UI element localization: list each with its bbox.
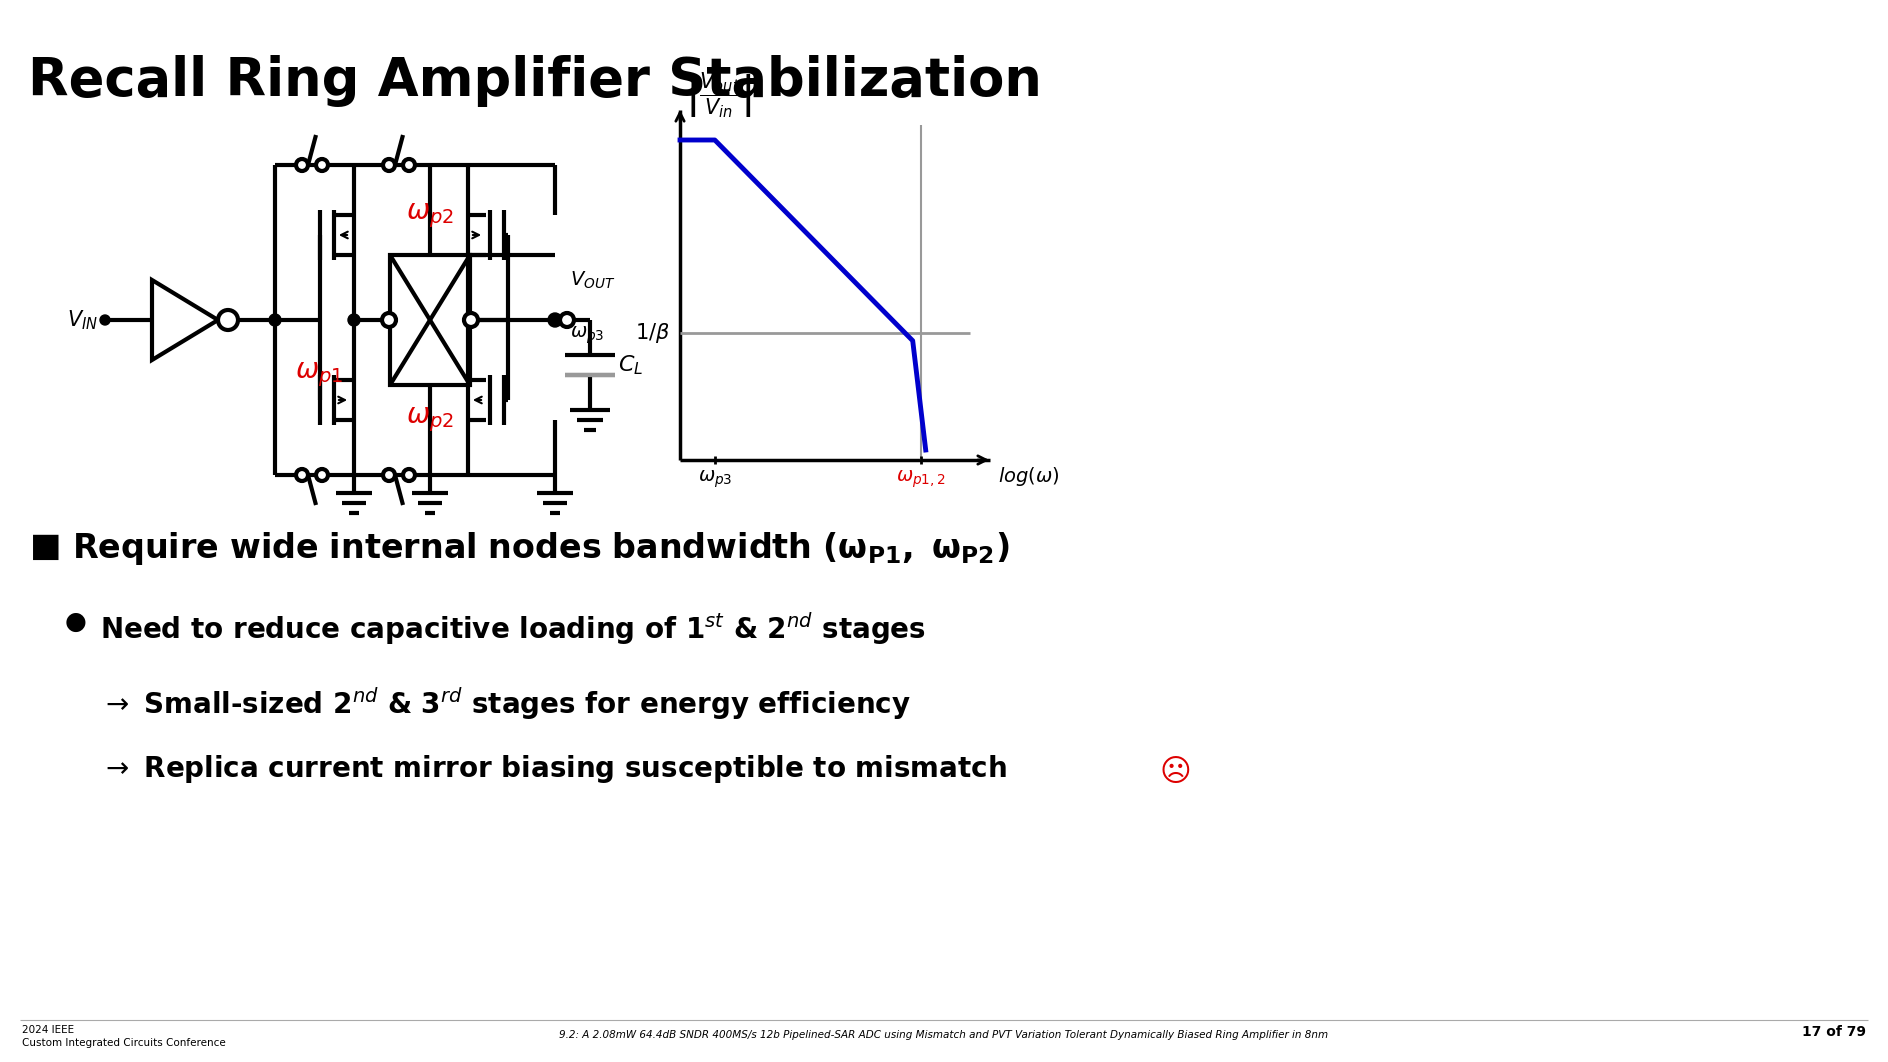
Circle shape [315, 159, 329, 171]
Text: $\rightarrow$ Small-sized 2$^{nd}$ & 3$^{rd}$ stages for energy efficiency: $\rightarrow$ Small-sized 2$^{nd}$ & 3$^… [100, 685, 910, 721]
Text: Need to reduce capacitive loading of 1$^{st}$ & 2$^{nd}$ stages: Need to reduce capacitive loading of 1$^… [100, 610, 925, 647]
Text: $\omega_{p3}$: $\omega_{p3}$ [570, 324, 604, 346]
Text: $\rightarrow$ Replica current mirror biasing susceptible to mismatch: $\rightarrow$ Replica current mirror bia… [100, 753, 1006, 785]
Circle shape [402, 469, 415, 481]
Text: $\omega_{p3}$: $\omega_{p3}$ [697, 468, 733, 490]
Text: 17 of 79: 17 of 79 [1801, 1025, 1865, 1039]
Text: $V_{OUT}$: $V_{OUT}$ [570, 270, 615, 291]
Circle shape [268, 314, 281, 326]
Circle shape [464, 313, 478, 327]
Text: $C_L$: $C_L$ [617, 354, 644, 377]
Circle shape [561, 313, 574, 327]
Circle shape [383, 314, 396, 326]
Text: $\omega_{p2}$: $\omega_{p2}$ [406, 202, 453, 230]
Circle shape [217, 310, 238, 330]
Text: ●: ● [64, 610, 87, 634]
Circle shape [381, 313, 396, 327]
Circle shape [548, 313, 563, 327]
Circle shape [347, 314, 361, 326]
Text: $\omega_{p1,2}$: $\omega_{p1,2}$ [895, 468, 946, 490]
Text: $V_{IN}$: $V_{IN}$ [66, 308, 98, 331]
Text: $\left|\dfrac{V_{out}}{V_{in}}\right|$: $\left|\dfrac{V_{out}}{V_{in}}\right|$ [685, 70, 751, 120]
Text: ■: ■ [30, 530, 62, 563]
Text: Recall Ring Amplifier Stabilization: Recall Ring Amplifier Stabilization [28, 55, 1042, 107]
Bar [391, 255, 470, 386]
Text: 9.2: A 2.08mW 64.4dB SNDR 400MS/s 12b Pipelined-SAR ADC using Mismatch and PVT V: 9.2: A 2.08mW 64.4dB SNDR 400MS/s 12b Pi… [559, 1030, 1329, 1040]
Circle shape [296, 469, 308, 481]
Circle shape [402, 159, 415, 171]
Text: $\mathbf{Require\ wide\ internal\ nodes\ bandwidth\ (\omega_{P1},\ \omega_{P2})}: $\mathbf{Require\ wide\ internal\ nodes\… [72, 530, 1010, 567]
Text: $1/\beta$: $1/\beta$ [634, 321, 670, 345]
Circle shape [100, 315, 110, 325]
Circle shape [464, 314, 476, 326]
Text: $\omega_{p1}$: $\omega_{p1}$ [295, 361, 344, 390]
Text: ☹: ☹ [1159, 758, 1191, 787]
Text: 2024 IEEE
Custom Integrated Circuits Conference: 2024 IEEE Custom Integrated Circuits Con… [23, 1025, 227, 1048]
Circle shape [296, 159, 308, 171]
Circle shape [383, 469, 395, 481]
Circle shape [383, 159, 395, 171]
Text: $\omega_{p2}$: $\omega_{p2}$ [406, 405, 453, 433]
Text: $log(\omega)$: $log(\omega)$ [999, 465, 1059, 489]
Circle shape [315, 469, 329, 481]
